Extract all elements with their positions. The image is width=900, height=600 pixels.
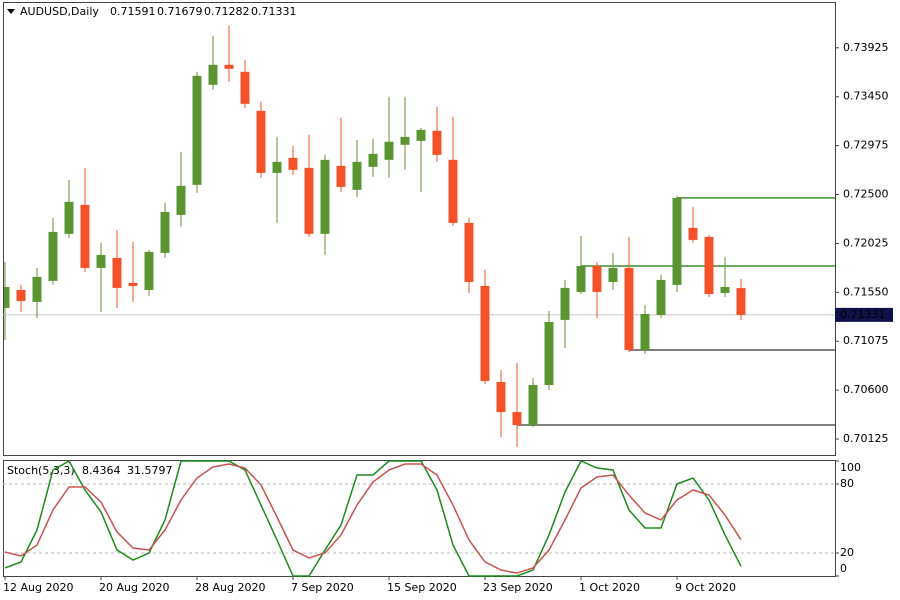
candle-body bbox=[544, 321, 554, 385]
candle-body bbox=[336, 165, 346, 187]
x-tick-label: 15 Sep 2020 bbox=[387, 581, 457, 594]
candle-body bbox=[80, 204, 90, 268]
candle-body bbox=[560, 287, 570, 320]
stoch-line bbox=[4, 463, 742, 574]
candle-body bbox=[352, 161, 362, 190]
candle-body bbox=[64, 201, 74, 234]
candle-body bbox=[480, 285, 490, 381]
candle-body bbox=[432, 130, 442, 155]
candle-body bbox=[608, 267, 618, 282]
y-tick-label: 20 bbox=[840, 546, 854, 559]
x-tick-label: 7 Sep 2020 bbox=[291, 581, 354, 594]
candle-body bbox=[32, 276, 42, 302]
candle-body bbox=[672, 197, 682, 285]
candle-body bbox=[144, 251, 154, 290]
candle-body bbox=[704, 236, 714, 294]
candle-body bbox=[176, 185, 186, 215]
candle-body bbox=[400, 136, 410, 145]
stoch-line bbox=[4, 459, 742, 577]
y-tick-label: 0.71550 bbox=[843, 285, 889, 298]
stoch-d-value: 31.5797 bbox=[127, 464, 173, 477]
x-tick-label: 12 Aug 2020 bbox=[3, 581, 73, 594]
candle-body bbox=[128, 282, 138, 286]
y-tick-label: 0.72975 bbox=[843, 139, 889, 152]
low-value: 0.71282 bbox=[204, 5, 250, 18]
candle-body bbox=[96, 254, 106, 268]
candle-body bbox=[368, 153, 378, 167]
open-value: 0.71591 bbox=[110, 5, 156, 18]
candle-body bbox=[48, 231, 58, 281]
candle-body bbox=[688, 227, 698, 240]
candle-body bbox=[496, 382, 506, 413]
menu-triangle[interactable] bbox=[7, 9, 15, 14]
high-value: 0.71679 bbox=[157, 5, 203, 18]
candle-body bbox=[272, 161, 282, 173]
symbol: AUDUSD,Daily bbox=[20, 5, 99, 18]
candle-body bbox=[624, 267, 634, 350]
y-tick-label: 0.72500 bbox=[843, 188, 889, 201]
candle-body bbox=[640, 313, 650, 350]
candle-body bbox=[384, 141, 394, 160]
x-tick-label: 9 Oct 2020 bbox=[675, 581, 736, 594]
current-price-box bbox=[835, 307, 893, 322]
y-tick-label: 0.71075 bbox=[843, 334, 889, 347]
main-panel bbox=[3, 2, 836, 456]
y-tick-label: 0.70125 bbox=[843, 432, 889, 445]
y-tick-label: 100 bbox=[840, 461, 861, 474]
candle-body bbox=[320, 159, 330, 234]
y-tick-label: 0.70600 bbox=[843, 383, 889, 396]
close-value: 0.71331 bbox=[251, 5, 297, 18]
candle-body bbox=[528, 384, 538, 426]
candle-body bbox=[720, 286, 730, 293]
candle-body bbox=[656, 279, 666, 315]
x-tick-label: 20 Aug 2020 bbox=[99, 581, 169, 594]
candle-body bbox=[4, 286, 10, 308]
candle-body bbox=[304, 167, 314, 234]
candle-body bbox=[464, 222, 474, 282]
x-tick-label: 1 Oct 2020 bbox=[579, 581, 640, 594]
stoch-k-value: 8.4364 bbox=[82, 464, 121, 477]
y-tick-label: 0 bbox=[840, 562, 847, 575]
candle-body bbox=[16, 289, 26, 301]
candle-body bbox=[512, 412, 522, 426]
stoch-title: Stoch(5,3,3) bbox=[7, 464, 75, 477]
candle-body bbox=[192, 75, 202, 185]
candle-body bbox=[416, 129, 426, 141]
candle-body bbox=[112, 257, 122, 288]
y-tick-label: 0.72025 bbox=[843, 236, 889, 249]
candle-body bbox=[288, 157, 298, 170]
y-tick-label: 0.73450 bbox=[843, 90, 889, 103]
y-tick-label: 0.73925 bbox=[843, 41, 889, 54]
candle-body bbox=[160, 211, 170, 253]
x-tick-label: 28 Aug 2020 bbox=[195, 581, 265, 594]
candle-body bbox=[240, 71, 250, 104]
candle-body bbox=[592, 265, 602, 292]
candle-body bbox=[208, 64, 218, 85]
candle-body bbox=[224, 64, 234, 69]
x-tick-label: 23 Sep 2020 bbox=[483, 581, 553, 594]
candle-body bbox=[256, 110, 266, 173]
y-tick-label: 80 bbox=[840, 477, 854, 490]
candle-body bbox=[448, 159, 458, 223]
candle-body bbox=[736, 288, 746, 315]
current-price-label: 0.71331 bbox=[840, 308, 886, 321]
candle-body bbox=[576, 265, 586, 292]
